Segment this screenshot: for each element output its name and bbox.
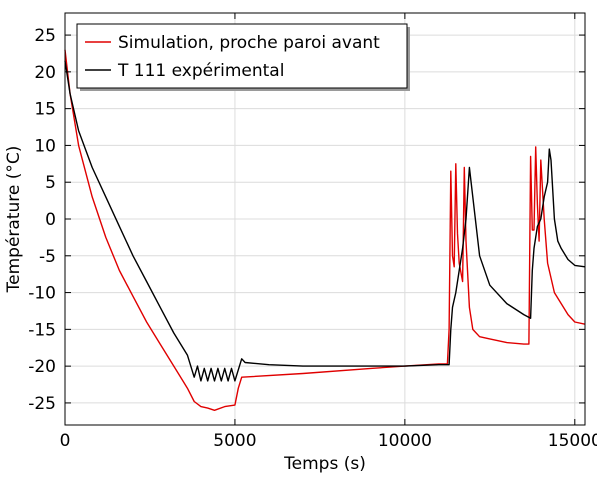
x-tick-label-1: 5000	[213, 431, 256, 451]
y-tick-label-10: -25	[28, 394, 56, 414]
legend-box	[76, 23, 408, 89]
y-tick-label-1: 20	[34, 63, 56, 83]
x-tick-label-3: 15000	[548, 431, 597, 451]
y-tick-label-4: 5	[45, 173, 56, 193]
x-tick-label-2: 10000	[378, 431, 432, 451]
y-tick-label-3: 10	[34, 136, 56, 156]
y-tick-label-9: -20	[28, 357, 56, 377]
y-tick-label-0: 25	[34, 26, 56, 46]
y-axis-ticks: 25 20 15 10 5 0 -5 -10 -15 -20 -25	[28, 26, 585, 414]
x-axis-label: Temps (s)	[283, 454, 366, 474]
legend-label-simulation: Simulation, proche paroi avant	[118, 33, 380, 53]
y-tick-label-6: -5	[39, 247, 56, 267]
series-line-0	[64, 49, 586, 411]
legend: Simulation, proche paroi avant T 111 exp…	[76, 23, 410, 91]
x-axis-ticks: 0 5000 10000 15000	[60, 13, 597, 451]
series-line-1	[64, 60, 586, 382]
y-tick-label-8: -15	[28, 320, 56, 340]
y-tick-label-2: 15	[34, 100, 56, 120]
legend-label-experimental: T 111 expérimental	[117, 61, 284, 81]
y-tick-label-7: -10	[28, 284, 56, 304]
y-axis-label: Température (°C)	[4, 146, 24, 294]
series-lines	[64, 49, 586, 411]
y-tick-label-5: 0	[45, 210, 56, 230]
x-tick-label-0: 0	[60, 431, 71, 451]
